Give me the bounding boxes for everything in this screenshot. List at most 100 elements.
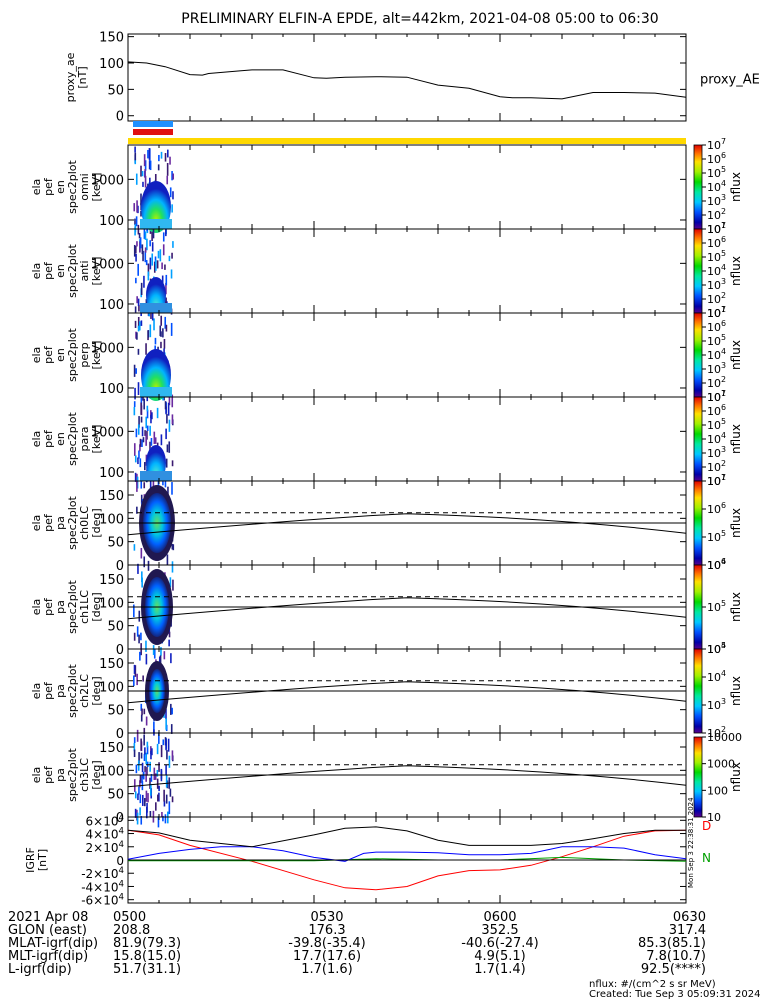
colorbar-tick-label: 105 xyxy=(707,249,726,264)
y-axis-label: ela xyxy=(30,599,43,616)
y-tick-label: 100 xyxy=(99,214,124,229)
y-tick-label: 0 xyxy=(116,727,124,742)
spectrogram-cell xyxy=(162,739,165,746)
spectrogram-cell xyxy=(158,762,160,772)
spectrogram-cell xyxy=(134,665,137,677)
spectrogram-cell xyxy=(171,414,174,425)
spectrogram-cell xyxy=(164,478,167,488)
spectrogram-cell xyxy=(140,282,143,295)
colorbar-tick-label: 101 xyxy=(707,221,726,236)
spectrogram-cell xyxy=(153,318,155,331)
spectrogram-cell xyxy=(152,645,155,655)
spectrogram-cell xyxy=(142,771,145,780)
panel-pitch-ch3LC: 0 50 100 150 ela pef pa spec2plot ch3LC [deg] 10 10… xyxy=(30,731,743,828)
spectrogram-cell xyxy=(161,275,164,287)
spectrogram-cell xyxy=(162,815,164,822)
spectrogram-cell xyxy=(140,396,143,408)
spectrogram-cell xyxy=(141,775,143,783)
spectrogram-cell xyxy=(151,412,153,420)
y-tick-label: 4×104 xyxy=(86,827,124,842)
spectrogram-cell xyxy=(154,337,157,345)
colorbar-tick-label: 106 xyxy=(707,557,726,572)
spectrogram-cell xyxy=(137,457,139,465)
igrf-line-D xyxy=(127,829,687,891)
spectrogram-cell xyxy=(134,387,136,400)
spectrogram-cell xyxy=(134,158,137,165)
spectrogram-cell xyxy=(162,479,164,486)
spectrogram-cell xyxy=(146,425,149,431)
spectrogram-cell xyxy=(170,322,173,336)
colorbar-tick-label: 101 xyxy=(707,305,726,320)
colorbar-tick-label: 10 xyxy=(707,811,721,824)
colorbar-tick-label: 102 xyxy=(707,725,726,740)
spectrogram-cell xyxy=(150,410,152,419)
spectrogram-cell xyxy=(151,242,154,252)
spectrogram-cell xyxy=(134,808,137,818)
spectrogram-cell xyxy=(150,438,153,446)
loss-cone-line xyxy=(127,597,687,620)
spectrogram-cell xyxy=(133,401,136,408)
spectrogram-cell xyxy=(135,173,138,185)
spectrogram-cell xyxy=(163,339,166,349)
colorbar-tick-label: 105 xyxy=(707,333,726,348)
spectrogram-cell xyxy=(137,760,140,771)
spectrogram-cell xyxy=(170,269,173,279)
spectrogram-cell xyxy=(169,577,172,588)
y-axis-label: spec2plot xyxy=(66,244,79,298)
spectrogram-cell xyxy=(134,226,136,236)
spectrogram-cell xyxy=(136,481,138,492)
spectrogram-cell xyxy=(171,750,174,761)
colorbar-tick-label: 107 xyxy=(707,221,726,236)
spectrogram-cell xyxy=(151,253,154,266)
spectrogram-cell xyxy=(135,253,137,262)
spectrogram-cell xyxy=(153,261,156,273)
y-axis-label: pef xyxy=(42,681,55,700)
y-tick-label: 100 xyxy=(99,512,124,527)
colorbar-tick-label: 107 xyxy=(707,137,726,152)
spectrogram-cell xyxy=(164,814,167,824)
spectrogram-cell xyxy=(133,364,136,377)
spectrogram-cell xyxy=(144,160,147,171)
y-axis-label: [deg] xyxy=(90,592,103,621)
y-axis-label: spec2plot xyxy=(66,328,79,382)
spectrogram-cell xyxy=(171,482,173,495)
spectrogram-cell xyxy=(165,458,168,468)
spectrogram-cell xyxy=(140,320,143,326)
spectrogram-cell xyxy=(150,774,153,782)
spectrogram-cell xyxy=(162,328,164,338)
spectrogram-cell xyxy=(161,262,163,270)
colorbar-tick-label: 106 xyxy=(707,235,726,250)
spectrogram-cell xyxy=(136,812,139,825)
spectrogram-cell xyxy=(156,743,159,755)
y-axis-label: [nT] xyxy=(76,66,89,88)
spectrogram-cell xyxy=(148,160,151,170)
spectrogram-cell xyxy=(143,708,146,715)
colorbar-tick-label: 107 xyxy=(707,473,726,488)
spectrogram-cell xyxy=(165,739,167,746)
spectrogram-cell xyxy=(133,244,136,257)
spectrogram-cell xyxy=(133,779,136,792)
spectrogram-cell xyxy=(135,764,138,774)
spectrogram-cell xyxy=(139,780,141,788)
y-tick-label: 2×104 xyxy=(86,840,124,855)
y-axis-label: ch2LC xyxy=(78,674,91,708)
spectrogram-cell xyxy=(140,165,142,177)
orbit-indicator xyxy=(128,121,686,144)
spectrogram-cell xyxy=(146,405,149,412)
spectrogram-cell xyxy=(137,793,139,801)
spectrogram-cell xyxy=(152,229,155,239)
spectrogram-cell xyxy=(149,177,151,185)
spectrogram-cell xyxy=(143,482,146,489)
spectrogram-cell xyxy=(135,216,138,227)
spectrogram-cell xyxy=(138,634,140,644)
colorbar-tick-label: 107 xyxy=(707,389,726,404)
spectrogram-cell xyxy=(145,640,147,652)
spectrogram-cell xyxy=(165,718,167,730)
spectrogram-cell xyxy=(166,554,169,566)
spectrogram-cell xyxy=(136,626,139,637)
spectrogram-cell xyxy=(163,789,165,802)
spectrogram-cell xyxy=(136,200,138,213)
spectrogram-cell xyxy=(165,428,167,440)
panel-proxy-ae: 0 50 100 150 proxy_ae [nT] proxy_AE xyxy=(64,31,760,125)
